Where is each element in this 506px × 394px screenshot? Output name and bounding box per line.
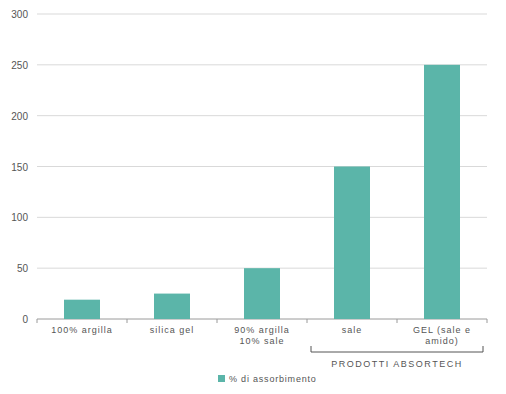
y-tick-label: 200: [11, 111, 28, 122]
bars: [64, 65, 460, 319]
y-tick-label: 50: [17, 263, 29, 274]
x-tick: [127, 319, 128, 323]
x-tick-label: GEL (sale eamido): [413, 325, 471, 346]
x-tick-label: sale: [342, 325, 363, 335]
grid-line: [37, 14, 487, 15]
x-tick-label-line: sale: [342, 325, 363, 335]
x-tick-label-line: 10% sale: [239, 336, 284, 346]
y-tick-label: 250: [11, 60, 28, 71]
x-tick: [397, 319, 398, 323]
grid-line: [37, 115, 487, 116]
x-tick-label-line: silica gel: [150, 325, 195, 335]
bar: [154, 294, 190, 319]
bar: [334, 167, 370, 320]
y-tick-label: 100: [11, 212, 28, 223]
y-tick-label: 0: [22, 314, 28, 325]
legend-label: % di assorbimento: [229, 374, 317, 384]
x-tick-label-line: 100% argilla: [51, 325, 113, 335]
x-tick: [487, 319, 488, 323]
x-tick-label: silica gel: [150, 325, 195, 335]
x-tick-label: 90% argilla10% sale: [234, 325, 290, 346]
y-tick-label: 300: [11, 9, 28, 20]
grid-line: [37, 166, 487, 167]
annotation: PRODOTTI ABSORTECH: [331, 359, 462, 369]
bracket: [311, 346, 483, 352]
x-tick-label: 100% argilla: [51, 325, 113, 335]
bar: [424, 65, 460, 319]
legend-swatch: [218, 375, 225, 382]
y-tick-label: 150: [11, 162, 28, 173]
x-tick: [307, 319, 308, 323]
grid-line: [37, 217, 487, 218]
bar: [244, 268, 280, 319]
x-tick-label-line: amido): [425, 336, 459, 346]
grid-line: [37, 64, 487, 65]
x-tick-label-line: GEL (sale e: [413, 325, 471, 335]
bar: [64, 300, 100, 319]
x-tick: [37, 319, 38, 323]
chart: 0 50 100 150 200 250 300 100% argilla silica gel…: [0, 0, 506, 394]
x-tick: [217, 319, 218, 323]
x-tick-label-line: 90% argilla: [234, 325, 290, 335]
